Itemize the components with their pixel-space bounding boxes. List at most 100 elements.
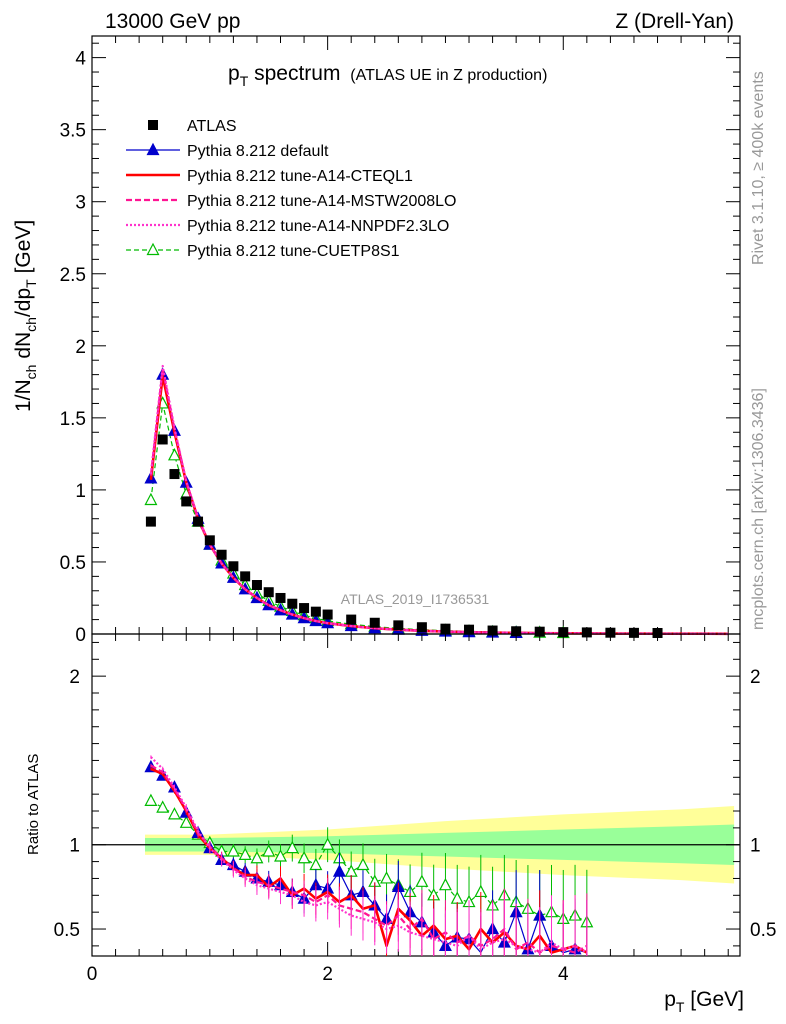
- ratio-y-tick-label: 2: [69, 667, 80, 688]
- ratio-series: [144, 755, 594, 956]
- legend-entry-cuetp: Pythia 8.212 tune-CUETP8S1: [126, 242, 400, 260]
- point-data: [393, 620, 404, 631]
- point-data: [216, 549, 227, 560]
- point-data: [275, 592, 286, 603]
- ratio-point-cuetp: [156, 800, 170, 813]
- ratio-point-cuetp: [438, 877, 452, 891]
- series-data: [145, 434, 663, 638]
- ratio-point-cuetp: [344, 864, 358, 877]
- x-tick-label: 0: [87, 964, 98, 985]
- ratio-point-cuetp: [356, 857, 370, 871]
- ratio-line-mstw: [150, 764, 588, 954]
- legend-entry-data: ATLAS: [148, 118, 237, 135]
- ratio-panel: 0.5 0.5 1 1 2 2 0 2 4 Ratio to ATLAS: [25, 633, 776, 985]
- main-y-tick-label: 0.5: [60, 553, 86, 574]
- point-data: [263, 587, 274, 598]
- legend-label-default: Pythia 8.212 default: [187, 143, 329, 160]
- main-y-tick-label: 2.5: [60, 265, 86, 286]
- ratio-point-cuetp: [226, 844, 240, 857]
- ratio-series-nnpdf: [150, 755, 588, 956]
- mcplots-label: mcplots.cern.ch [arXiv:1306.3436]: [750, 388, 767, 630]
- plot-title-note: (ATLAS UE in Z production): [350, 67, 547, 84]
- ratio-point-cuetp: [179, 815, 193, 828]
- point-data: [346, 614, 357, 625]
- ratio-y-tick-label-right: 1: [750, 836, 761, 857]
- ratio-point-cuetp: [285, 840, 299, 854]
- legend-entry-default: Pythia 8.212 default: [126, 142, 329, 160]
- ratio-point-cuetp: [321, 837, 335, 850]
- point-data: [322, 609, 333, 620]
- point-data: [369, 617, 380, 628]
- point-data: [181, 496, 192, 507]
- main-y-axis-label: 1/Nch dNch/dpT [GeV]: [12, 220, 39, 412]
- ratio-point-cuetp: [309, 857, 323, 871]
- point-data: [299, 603, 310, 614]
- legend-entry-mstw: Pythia 8.212 tune-A14-MSTW2008LO: [126, 193, 456, 210]
- legend-label-cuetp: Pythia 8.212 tune-CUETP8S1: [187, 243, 400, 260]
- legend: ATLAS Pythia 8.212 default Pythia 8.212 tu…: [126, 118, 456, 260]
- point-data: [581, 627, 592, 638]
- point-data: [157, 434, 168, 445]
- point-data: [487, 625, 498, 636]
- ratio-point-cuetp: [262, 844, 276, 857]
- point-data: [416, 622, 427, 633]
- point-data: [605, 627, 616, 638]
- legend-label-cteql1: Pythia 8.212 tune-A14-CTEQL1: [187, 168, 413, 185]
- main-y-tick-label: 1.5: [60, 409, 86, 430]
- main-y-ticks: 0 0.5 1 1.5 2 2.5 3 3.5 4: [60, 42, 740, 646]
- point-cuetp: [144, 492, 158, 506]
- point-data: [558, 627, 569, 638]
- ratio-point-cuetp: [167, 807, 181, 820]
- header-right-label: Z (Drell-Yan): [615, 10, 734, 33]
- ratio-y-tick-label-right: 2: [750, 667, 761, 688]
- ratio-series-mstw: [150, 763, 588, 956]
- point-data: [228, 561, 239, 572]
- legend-label-nnpdf: Pythia 8.212 tune-A14-NNPDF2.3LO: [187, 218, 449, 235]
- ratio-line-nnpdf: [150, 756, 588, 954]
- legend-marker-cuetp: [146, 242, 160, 256]
- plot-title-main: p: [228, 62, 240, 85]
- ratio-point-cuetp: [380, 871, 394, 884]
- ratio-point-cuetp: [250, 850, 264, 864]
- x-tick-label: 4: [558, 964, 569, 985]
- legend-marker-default: [146, 142, 160, 156]
- main-y-tick-label: 3.5: [60, 121, 86, 142]
- ratio-point-cuetp: [415, 874, 429, 887]
- point-cuetp: [167, 448, 181, 461]
- plot-title-rest: spectrum: [248, 62, 340, 85]
- point-data: [440, 623, 451, 634]
- main-y-tick-label: 1: [75, 481, 86, 502]
- main-y-tick-label: 0: [75, 625, 86, 646]
- ratio-y-tick-label: 0.5: [54, 920, 80, 941]
- legend-label-data: ATLAS: [187, 118, 237, 135]
- point-data: [310, 606, 321, 617]
- main-y-tick-label: 2: [75, 337, 86, 358]
- point-data: [652, 627, 663, 638]
- point-data: [193, 516, 204, 527]
- point-data: [287, 598, 298, 609]
- ratio-point-default: [332, 864, 346, 877]
- point-data: [145, 516, 156, 527]
- point-data: [240, 571, 251, 582]
- legend-marker-data: [148, 120, 158, 130]
- ratio-point-cuetp: [297, 850, 311, 864]
- ratio-point-cuetp: [238, 847, 252, 860]
- ratio-y-axis-label: Ratio to ATLAS: [25, 754, 42, 855]
- legend-label-mstw: Pythia 8.212 tune-A14-MSTW2008LO: [187, 193, 456, 210]
- x-tick-label: 2: [322, 964, 333, 985]
- ratio-point-cuetp: [144, 793, 158, 807]
- point-data: [251, 580, 262, 591]
- main-y-tick-label: 3: [75, 193, 86, 214]
- header-left-label: 13000 GeV pp: [105, 10, 240, 33]
- ratio-y-ticks: 0.5 0.5 1 1 2 2: [54, 641, 776, 947]
- point-data: [534, 626, 545, 637]
- point-data: [511, 626, 522, 637]
- ratio-series-default: [144, 759, 588, 956]
- ratio-y-tick-label-right: 0.5: [750, 920, 776, 941]
- plot-title: pT spectrum (ATLAS UE in Z production): [228, 62, 547, 89]
- legend-entry-nnpdf: Pythia 8.212 tune-A14-NNPDF2.3LO: [126, 218, 449, 235]
- x-axis-label: pT [GeV]: [664, 988, 744, 1015]
- main-y-tick-label: 4: [75, 49, 86, 70]
- legend-entry-cteql1: Pythia 8.212 tune-A14-CTEQL1: [126, 168, 413, 185]
